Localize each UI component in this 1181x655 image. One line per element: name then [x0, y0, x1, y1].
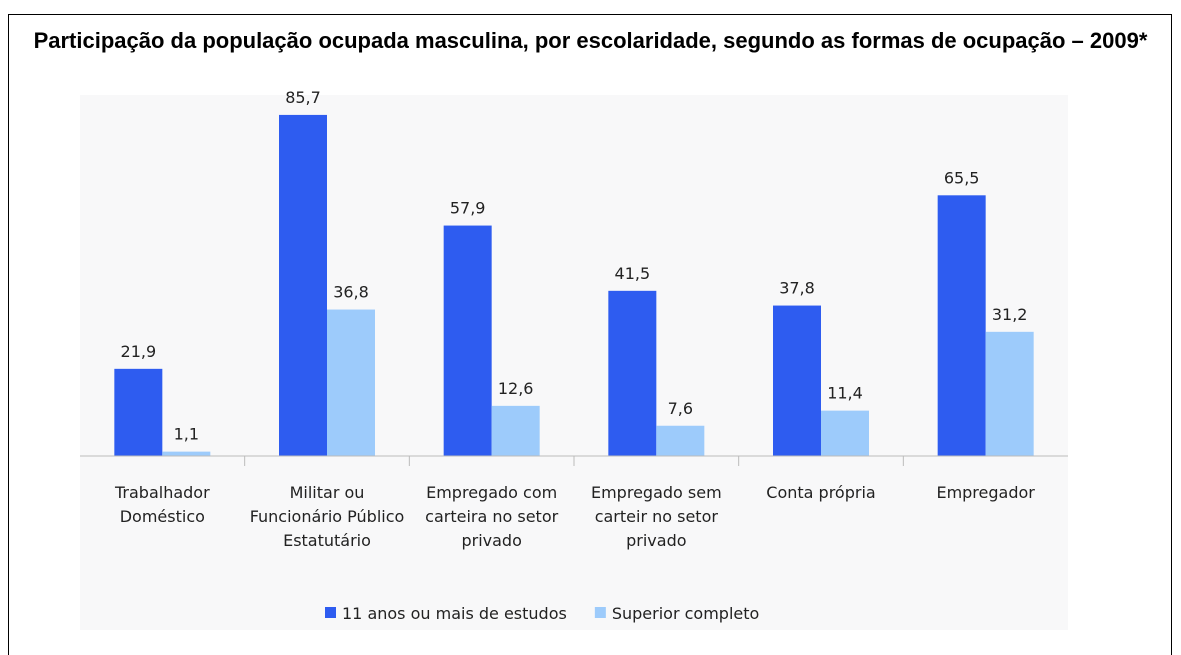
bar [608, 290, 657, 456]
bar [773, 305, 821, 456]
x-tick-label: Empregado com [426, 483, 557, 502]
bar [327, 309, 375, 456]
legend-label: 11 anos ou mais de estudos [342, 604, 567, 623]
legend-swatch [325, 607, 336, 618]
x-tick-label: privado [626, 531, 686, 550]
legend-swatch [594, 607, 606, 618]
bar [937, 195, 986, 456]
bar [443, 225, 492, 456]
x-tick-label: Empregador [936, 483, 1035, 502]
x-tick-label: Doméstico [120, 507, 205, 526]
value-label: 41,5 [615, 264, 651, 283]
x-tick-label: privado [461, 531, 521, 550]
value-label: 36,8 [333, 283, 369, 302]
bar [821, 410, 869, 456]
bar [279, 114, 327, 456]
frame [8, 14, 1172, 655]
x-tick-label: carteir no setor [595, 507, 719, 526]
bar [985, 331, 1034, 456]
chart: 21,9 1,1 Trabalhador Doméstico 85,7 36,8 Milit… [80, 87, 1068, 630]
bar [491, 405, 540, 456]
bar [656, 425, 705, 456]
x-tick-label: Funcionário Público [250, 507, 405, 526]
value-label: 57,9 [450, 199, 486, 218]
x-tick-label: Trabalhador [114, 483, 210, 502]
legend-label: Superior completo [612, 604, 759, 623]
value-label: 37,8 [779, 279, 815, 298]
value-label: 65,5 [944, 168, 980, 187]
value-label: 7,6 [668, 399, 693, 418]
chart-title: Participação da população ocupada mascul… [33, 28, 1148, 53]
value-label: 21,9 [121, 342, 157, 361]
value-label: 11,4 [827, 384, 863, 403]
x-tick-label: Estatutário [283, 531, 371, 550]
bar [114, 368, 163, 456]
value-label: 31,2 [992, 305, 1028, 324]
x-tick-label: Militar ou [290, 483, 365, 502]
x-tick-label: carteira no setor [425, 507, 558, 526]
x-tick-label: Conta própria [766, 483, 875, 502]
value-label: 85,7 [285, 88, 321, 107]
value-label: 1,1 [174, 425, 199, 444]
bar [162, 451, 211, 456]
plot-background [80, 95, 1068, 630]
value-label: 12,6 [498, 379, 534, 398]
x-tick-label: Empregado sem [591, 483, 722, 502]
